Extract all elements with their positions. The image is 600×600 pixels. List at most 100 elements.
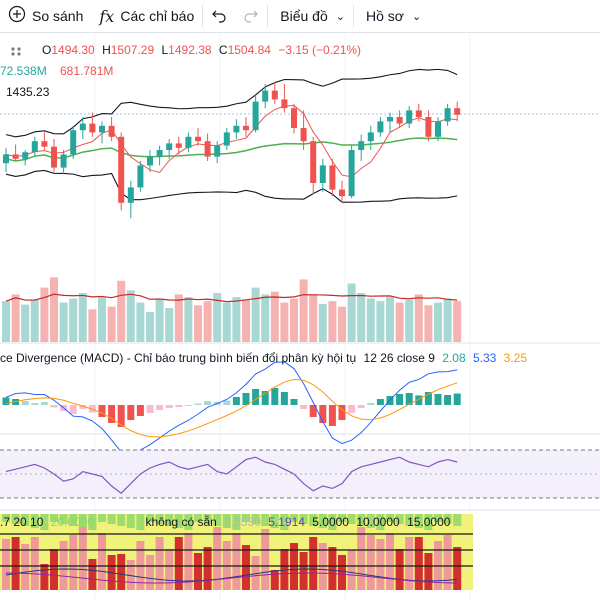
profile-label: Hồ sơ xyxy=(365,8,404,24)
macd-hist-bar xyxy=(405,393,413,405)
macd-histogram xyxy=(2,388,461,427)
macd-hist-bar xyxy=(175,405,183,407)
volume-bar xyxy=(194,305,202,342)
profile-dropdown[interactable]: Hồ sơ ⌄ xyxy=(354,0,429,33)
volume-bar xyxy=(357,293,366,342)
chart-type-label: Biểu đồ xyxy=(280,8,328,24)
volume-bar xyxy=(30,299,39,342)
bottom-bar xyxy=(88,559,97,590)
candlesticks xyxy=(3,81,461,219)
bottom-bar xyxy=(184,533,193,590)
volume-bar xyxy=(59,302,68,342)
candle-body xyxy=(12,154,19,159)
candle-body xyxy=(425,117,432,137)
redo-button[interactable] xyxy=(235,0,267,33)
undo-button[interactable] xyxy=(203,0,235,33)
macd-hist-bar xyxy=(434,394,442,405)
volume-bar xyxy=(40,287,49,342)
chart-type-dropdown[interactable]: Biểu đồ ⌄ xyxy=(268,0,353,33)
macd-hist-bar xyxy=(40,402,48,405)
volume-bar xyxy=(222,302,231,342)
bottom-bar xyxy=(242,545,250,590)
macd-hist-bar xyxy=(319,405,327,423)
volume-bar xyxy=(270,291,279,342)
bottom-top-bar xyxy=(146,514,154,522)
macd-hist-bar xyxy=(98,405,106,417)
bottom-top-bar xyxy=(30,514,39,528)
candle-body xyxy=(127,187,134,203)
candle-body xyxy=(339,189,345,197)
candle-body xyxy=(185,136,192,148)
macd-hist-bar xyxy=(69,405,77,414)
macd-hist-bar xyxy=(127,405,135,420)
candle-body xyxy=(310,141,317,183)
volume-bar xyxy=(88,309,97,342)
bottom-bar xyxy=(386,533,394,590)
macd-hist-bar xyxy=(290,399,298,405)
ma-legend-value: 1435.23 xyxy=(6,85,50,99)
bottom-bar xyxy=(405,537,414,590)
bottom-top-bar xyxy=(299,514,308,524)
candle-body xyxy=(147,156,153,166)
macd-hist-bar xyxy=(300,405,308,409)
volume-bar xyxy=(347,283,356,342)
indicators-label: Các chỉ báo xyxy=(120,8,195,24)
macd-hist-bar xyxy=(108,405,116,423)
bottom-top-bar xyxy=(88,514,97,530)
bottom-top-bar xyxy=(242,514,250,522)
bottom-top-bar xyxy=(194,514,202,522)
chevron-down-icon: ⌄ xyxy=(335,10,345,23)
macd-hist-bar xyxy=(31,403,39,405)
bottom-bar xyxy=(376,539,385,590)
bottom-bar xyxy=(11,537,20,590)
volume-bar xyxy=(184,297,193,342)
drag-handle-icon[interactable] xyxy=(11,47,15,51)
bottom-top-bar xyxy=(165,514,174,526)
macd-line xyxy=(5,361,458,454)
candle-body xyxy=(51,146,57,168)
candle-body xyxy=(358,141,365,150)
bottom-top-bar xyxy=(59,514,68,524)
macd-hist-bar xyxy=(338,405,346,420)
compare-button[interactable]: So sánh xyxy=(0,0,91,33)
bottom-bar xyxy=(30,537,39,590)
bottom-top-bar xyxy=(386,514,394,522)
macd-hist-bar xyxy=(252,389,260,405)
candle-body xyxy=(271,90,278,100)
bottom-top-bar xyxy=(328,514,337,530)
candle-body xyxy=(262,90,269,102)
chevron-down-icon: ⌄ xyxy=(411,10,422,23)
bottom-bar xyxy=(280,549,289,590)
bottom-top-bar xyxy=(405,514,414,526)
candle-body xyxy=(329,165,336,190)
indicators-button[interactable]: 𝑓x Các chỉ báo xyxy=(91,0,202,33)
bottom-top-bar xyxy=(443,514,452,524)
volume-bar xyxy=(50,277,58,342)
macd-hist-bar xyxy=(50,405,58,408)
bottom-top-bar xyxy=(270,514,279,528)
volume-bar xyxy=(126,290,135,342)
volume-bar xyxy=(453,301,462,342)
chart-area[interactable]: O1494.30 H1507.29 L1492.38 C1504.84 −3.1… xyxy=(0,33,600,600)
candle-body xyxy=(300,128,307,142)
volume-bar xyxy=(78,293,87,342)
candle-body xyxy=(60,154,67,168)
bottom-top-bar xyxy=(376,514,385,530)
bottom-top-bar xyxy=(280,514,289,530)
bottom-top-bar xyxy=(222,514,231,528)
volume-bar xyxy=(376,301,385,342)
bottom-top-bar xyxy=(21,514,30,526)
bottom-bar xyxy=(443,535,452,590)
macd-hist-bar xyxy=(357,405,365,408)
candle-body xyxy=(108,125,115,137)
volume-bar xyxy=(386,297,394,342)
candle-body xyxy=(435,121,441,137)
candle-body xyxy=(252,101,259,131)
bottom-bar xyxy=(203,547,212,590)
bottom-bar xyxy=(395,549,404,590)
candle-body xyxy=(348,150,355,197)
bottom-top-bar xyxy=(184,514,193,530)
bottom-bar xyxy=(98,533,106,590)
volume-legend-a: 72.538M xyxy=(0,64,47,78)
signal-line xyxy=(5,378,458,438)
